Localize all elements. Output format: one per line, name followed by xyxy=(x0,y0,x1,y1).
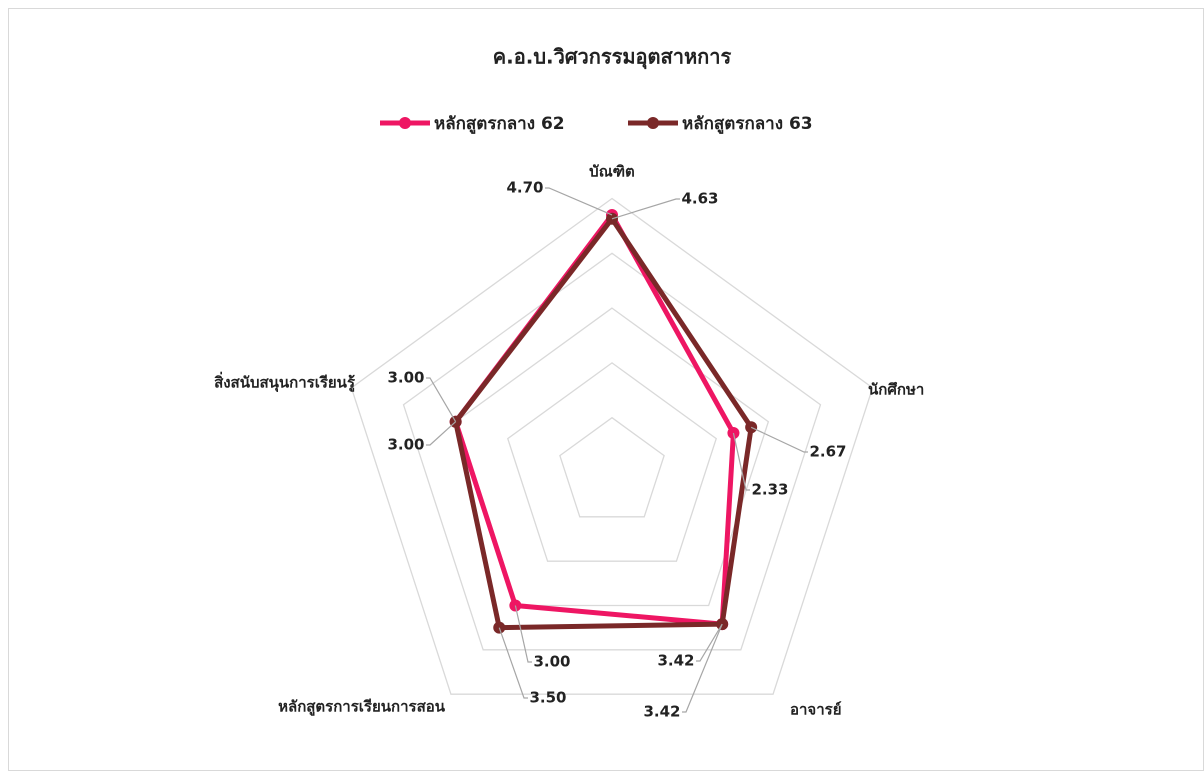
legend-label: หลักสูตรกลาง 62 xyxy=(434,114,565,135)
grid-ring xyxy=(402,252,822,651)
data-label: 4.70 xyxy=(506,179,543,197)
axis-label: อาจารย์ xyxy=(790,701,842,719)
leader-line xyxy=(611,198,680,220)
data-label: 3.00 xyxy=(533,653,570,671)
chart-title: ค.อ.บ.วิศวกรรมอุตสาหการ xyxy=(493,45,732,70)
leader-line xyxy=(732,432,750,491)
legend-marker xyxy=(399,117,411,129)
axis-label: บัณฑิต xyxy=(589,163,635,181)
leader-line xyxy=(750,426,808,453)
grid-ring xyxy=(454,307,770,607)
grid-ring xyxy=(350,197,874,695)
data-label: 3.42 xyxy=(643,703,680,721)
data-label: 4.63 xyxy=(681,190,718,208)
series-line xyxy=(453,216,754,631)
axis-label: นักศึกษา xyxy=(868,381,924,399)
leader-line xyxy=(498,627,528,699)
chart-frame xyxy=(8,8,1204,771)
leader-line xyxy=(682,623,723,713)
leader-line xyxy=(514,605,532,663)
axis-label: หลักสูตรการเรียนการสอน xyxy=(278,698,446,717)
leader-line xyxy=(426,421,457,446)
data-label: 3.42 xyxy=(657,652,694,670)
grid-ring xyxy=(507,362,717,562)
data-label: 3.50 xyxy=(529,689,566,707)
legend-marker xyxy=(647,117,659,129)
data-label: 2.33 xyxy=(751,481,788,499)
leader-line xyxy=(426,377,457,423)
data-label: 3.00 xyxy=(387,369,424,387)
axis-label: สิ่งสนับสนุนการเรียนรู้ xyxy=(214,372,356,393)
grid-ring xyxy=(559,416,665,518)
legend-label: หลักสูตรกลาง 63 xyxy=(682,114,813,135)
data-label: 2.67 xyxy=(809,443,846,461)
data-label: 3.00 xyxy=(387,436,424,454)
leader-line xyxy=(696,623,723,662)
leader-line xyxy=(545,187,613,216)
